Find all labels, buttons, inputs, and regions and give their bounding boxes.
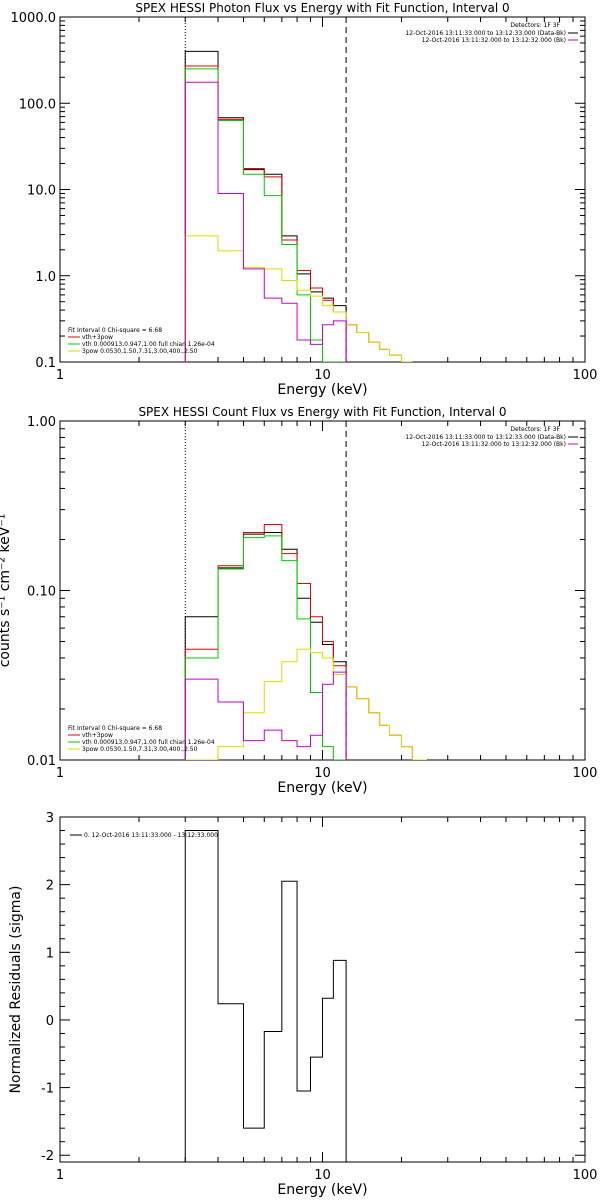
series-3pow [185,648,427,760]
x-tick-label: 100 [573,368,598,383]
y-tick-label: -2 [41,1149,54,1164]
legend-entry: 0. 12-Oct-2016 13:11:33.000 - 13:12:33.0… [84,832,218,839]
y-tick-label: 0.1 [35,356,56,371]
x-tick-label: 1 [56,1168,64,1183]
x-axis-label: Energy (keV) [277,1182,367,1198]
x-tick-label: 1 [56,766,64,781]
legend-top-entry: 12-Oct-2016 13:11:32.000 to 13:12:32.000… [422,441,566,448]
legend-top-entry: 12-Oct-2016 13:11:32.000 to 13:12:32.000… [422,37,566,44]
y-tick-label: 2 [46,879,54,894]
legend-bottom-entry: vth+3pow [82,334,113,341]
y-axis-label: Normalized Residuals (sigma) [8,886,24,1094]
x-tick-label: 10 [314,368,331,383]
series-bk [184,81,347,362]
legend-bottom-entry: vth 0.000913,0.947,1.00 full chian 1.26e… [82,739,215,746]
y-tick-label: 3 [46,811,54,826]
series-group [184,524,427,760]
series-vth [184,535,347,760]
chart-title: SPEX HESSI Photon Flux vs Energy with Fi… [135,1,509,15]
legend-top-header: Detectors: 1F 3F [510,426,560,433]
y-tick-label: 1.0 [35,270,56,285]
series-group [184,830,347,1162]
y-tick-label: 0.01 [27,754,56,769]
legend-bottom-header: Fit Interval 0 Chi-square = 6.68 [68,327,162,334]
legend-top-header: Detectors: 1F 3F [510,22,560,29]
y-tick-label: 1.00 [27,415,56,430]
x-tick-label: 100 [573,1168,598,1183]
plot-frame [59,16,586,363]
x-axis-label: Energy (keV) [277,382,367,398]
chart-panel-1: 1 10 100 1000.0 100.0 10.0 1.0 0.1 SPEX HESSI Ph… [11,1,598,398]
x-tick-label: 10 [314,766,331,781]
series-vth-3pow [184,65,413,362]
series-3pow [184,235,413,362]
y-axis-label: counts s⁻¹ cm⁻² keV⁻¹ [0,514,13,668]
y-tick-label: 1000.0 [11,11,57,26]
legend-bottom-header: Fit Interval 0 Chi-square = 6.68 [68,725,162,732]
x-axis-label: Energy (keV) [277,780,367,796]
legend-bottom-entry: vth+3pow [82,732,113,739]
y-tick-label: 1 [46,946,54,961]
y-tick-label: 100.0 [19,97,56,112]
legend-top-entry: 12-Oct-2016 13:11:33.000 to 13:12:33.000… [405,434,566,441]
series-group [184,50,413,362]
legend-top-entry: 12-Oct-2016 13:11:33.000 to 13:12:33.000… [405,30,566,37]
y-tick-label: 0 [46,1014,54,1029]
x-tick-label: 1 [56,368,64,383]
y-tick-label: -1 [41,1082,54,1097]
series-data-bk [184,50,347,362]
y-tick-label: 0.10 [27,585,56,600]
series-vth [184,68,347,362]
x-tick-label: 10 [314,1168,331,1183]
legend-bottom-entry: vth 0.000913,0.947,1.00 full chian 1.26e… [82,341,215,348]
series-vth-3pow [184,524,427,760]
x-tick-label: 100 [573,766,598,781]
chart-title: SPEX HESSI Count Flux vs Energy with Fit… [138,405,506,419]
series-0-12-oct-2016-13-11-33-000-13-12-33-000 [184,830,347,1162]
series-bk [184,671,347,760]
series-data-bk [184,531,347,760]
chart-panel-2: 1 10 100 1.00 0.10 0.01 SPEX HESSI Count Flux … [0,405,597,796]
legend-bottom-entry: 3pow 0.0530,1.50,7.31,3.00,400.,2.50 [82,348,198,355]
legend-bottom-entry: 3pow 0.0530,1.50,7.31,3.00,400.,2.50 [82,746,198,753]
plot-frame [59,816,586,1163]
y-tick-label: 10.0 [27,184,56,199]
